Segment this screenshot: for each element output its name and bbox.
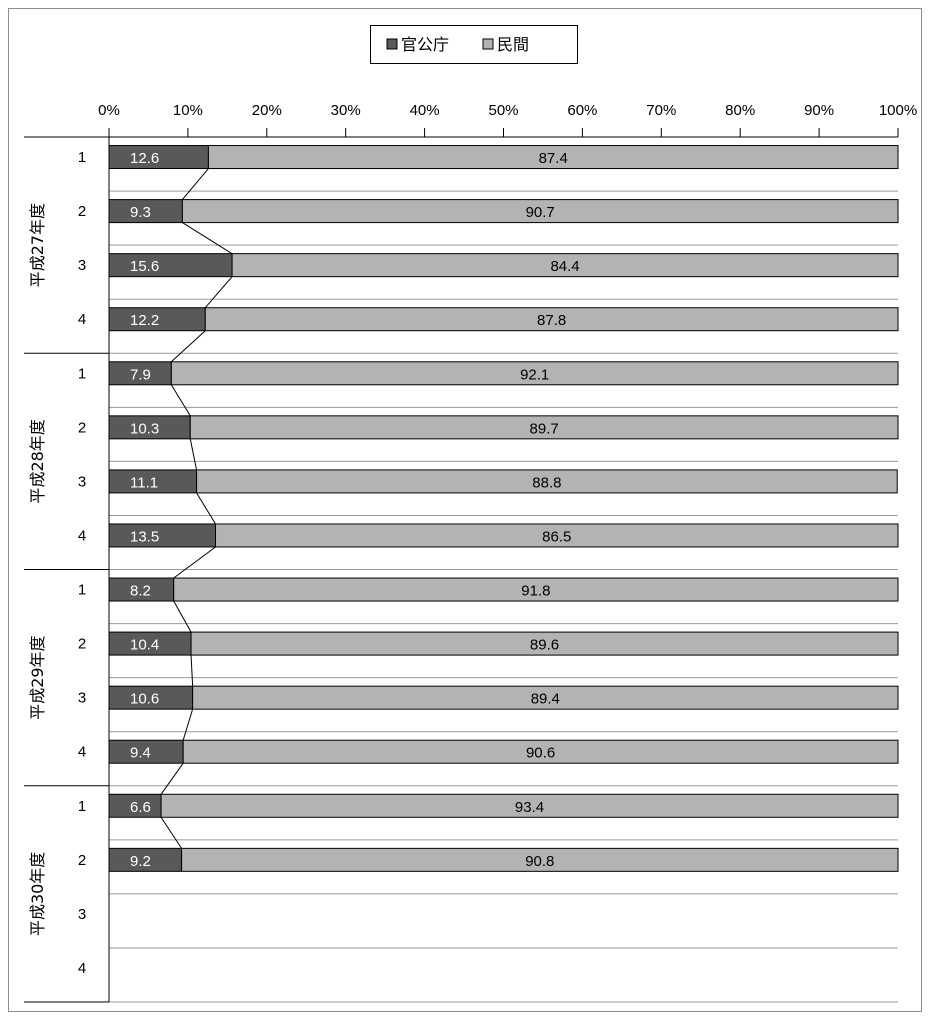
data-label-minkan: 87.8 bbox=[537, 312, 566, 329]
series-line bbox=[160, 762, 184, 795]
category-label: 1 bbox=[78, 365, 86, 382]
x-tick-label: 60% bbox=[567, 102, 597, 119]
bar-minkan bbox=[231, 253, 899, 278]
group-label-1: 平成27年度 bbox=[28, 203, 47, 287]
data-label-kankocho: 12.2 bbox=[130, 312, 159, 329]
category-label: 4 bbox=[78, 311, 86, 328]
bar-minkan bbox=[189, 415, 899, 440]
category-label: 2 bbox=[78, 636, 86, 653]
bar-minkan bbox=[181, 847, 899, 872]
category-label: 4 bbox=[78, 744, 86, 761]
series-line bbox=[182, 222, 233, 255]
data-label-minkan: 87.4 bbox=[539, 150, 568, 167]
bar-minkan bbox=[215, 523, 899, 548]
x-tick-label: 0% bbox=[98, 102, 120, 119]
category-label: 2 bbox=[78, 419, 86, 436]
x-tick-label: 20% bbox=[252, 102, 282, 119]
data-label-kankocho: 9.2 bbox=[130, 853, 151, 870]
legend-box bbox=[370, 25, 578, 64]
series-line bbox=[170, 330, 206, 363]
series-line bbox=[182, 709, 194, 741]
series-line bbox=[173, 600, 192, 633]
legend-label-2: 民間 bbox=[497, 35, 529, 54]
data-label-minkan: 93.4 bbox=[515, 799, 544, 816]
data-label-kankocho: 9.3 bbox=[130, 204, 151, 221]
category-label: 2 bbox=[78, 852, 86, 869]
bar-minkan bbox=[170, 361, 899, 386]
x-tick-label: 70% bbox=[646, 102, 676, 119]
legend-swatch-2 bbox=[482, 38, 494, 50]
data-label-minkan: 90.7 bbox=[526, 204, 555, 221]
category-label: 3 bbox=[78, 473, 86, 490]
legend-swatch-1 bbox=[386, 38, 398, 50]
series-line bbox=[170, 384, 191, 417]
data-label-minkan: 90.6 bbox=[526, 745, 555, 762]
x-tick-label: 90% bbox=[804, 102, 834, 119]
data-label-minkan: 89.4 bbox=[531, 691, 560, 708]
data-label-minkan: 88.8 bbox=[532, 474, 561, 491]
data-label-minkan: 91.8 bbox=[521, 583, 550, 600]
bar-kankocho bbox=[108, 253, 233, 278]
data-label-kankocho: 9.4 bbox=[130, 745, 151, 762]
series-line bbox=[204, 276, 233, 309]
bar-minkan bbox=[196, 469, 898, 494]
category-label: 1 bbox=[78, 582, 86, 599]
data-label-minkan: 89.6 bbox=[530, 637, 559, 654]
series-line bbox=[181, 168, 209, 200]
series-line bbox=[190, 655, 194, 687]
x-tick-label: 40% bbox=[410, 102, 440, 119]
data-label-kankocho: 10.4 bbox=[130, 637, 159, 654]
bar-minkan bbox=[173, 577, 899, 602]
bar-minkan bbox=[204, 307, 899, 332]
data-label-minkan: 92.1 bbox=[520, 366, 549, 383]
bar-minkan bbox=[192, 685, 899, 710]
series-line bbox=[173, 546, 216, 579]
x-tick-label: 50% bbox=[488, 102, 518, 119]
series-line bbox=[189, 438, 198, 471]
bar-kankocho bbox=[108, 523, 217, 548]
category-label: 1 bbox=[78, 149, 86, 166]
data-label-kankocho: 8.2 bbox=[130, 583, 151, 600]
bar-minkan bbox=[190, 631, 899, 656]
group-label-2: 平成28年度 bbox=[28, 419, 47, 503]
x-tick-label: 80% bbox=[725, 102, 755, 119]
data-label-kankocho: 13.5 bbox=[130, 528, 159, 545]
bar-minkan bbox=[182, 739, 899, 764]
series-line bbox=[160, 817, 183, 849]
chart-frame bbox=[8, 8, 922, 1012]
bar-minkan bbox=[181, 199, 899, 224]
x-tick-label: 30% bbox=[331, 102, 361, 119]
data-label-kankocho: 15.6 bbox=[130, 258, 159, 275]
series-line bbox=[196, 492, 216, 525]
category-label: 3 bbox=[78, 257, 86, 274]
category-label: 1 bbox=[78, 798, 86, 815]
group-label-3: 平成29年度 bbox=[28, 635, 47, 719]
data-label-minkan: 90.8 bbox=[525, 853, 554, 870]
legend-label-1: 官公庁 bbox=[401, 35, 449, 54]
category-label: 4 bbox=[78, 960, 86, 977]
data-label-kankocho: 6.6 bbox=[130, 799, 151, 816]
x-tick-label: 10% bbox=[173, 102, 203, 119]
bar-minkan bbox=[207, 145, 899, 170]
data-label-minkan: 84.4 bbox=[550, 258, 579, 275]
data-label-kankocho: 11.1 bbox=[130, 474, 158, 491]
category-label: 3 bbox=[78, 690, 86, 707]
bar-minkan bbox=[160, 793, 899, 818]
data-label-kankocho: 10.6 bbox=[130, 691, 159, 708]
data-label-minkan: 86.5 bbox=[542, 528, 571, 545]
x-tick-label: 100% bbox=[879, 102, 917, 119]
category-label: 2 bbox=[78, 203, 86, 220]
data-label-kankocho: 12.6 bbox=[130, 150, 159, 167]
data-label-minkan: 89.7 bbox=[530, 420, 559, 437]
data-label-kankocho: 7.9 bbox=[130, 366, 151, 383]
data-label-kankocho: 10.3 bbox=[130, 420, 159, 437]
category-label: 4 bbox=[78, 527, 86, 544]
group-label-4: 平成30年度 bbox=[28, 852, 47, 936]
category-label: 3 bbox=[78, 906, 86, 923]
